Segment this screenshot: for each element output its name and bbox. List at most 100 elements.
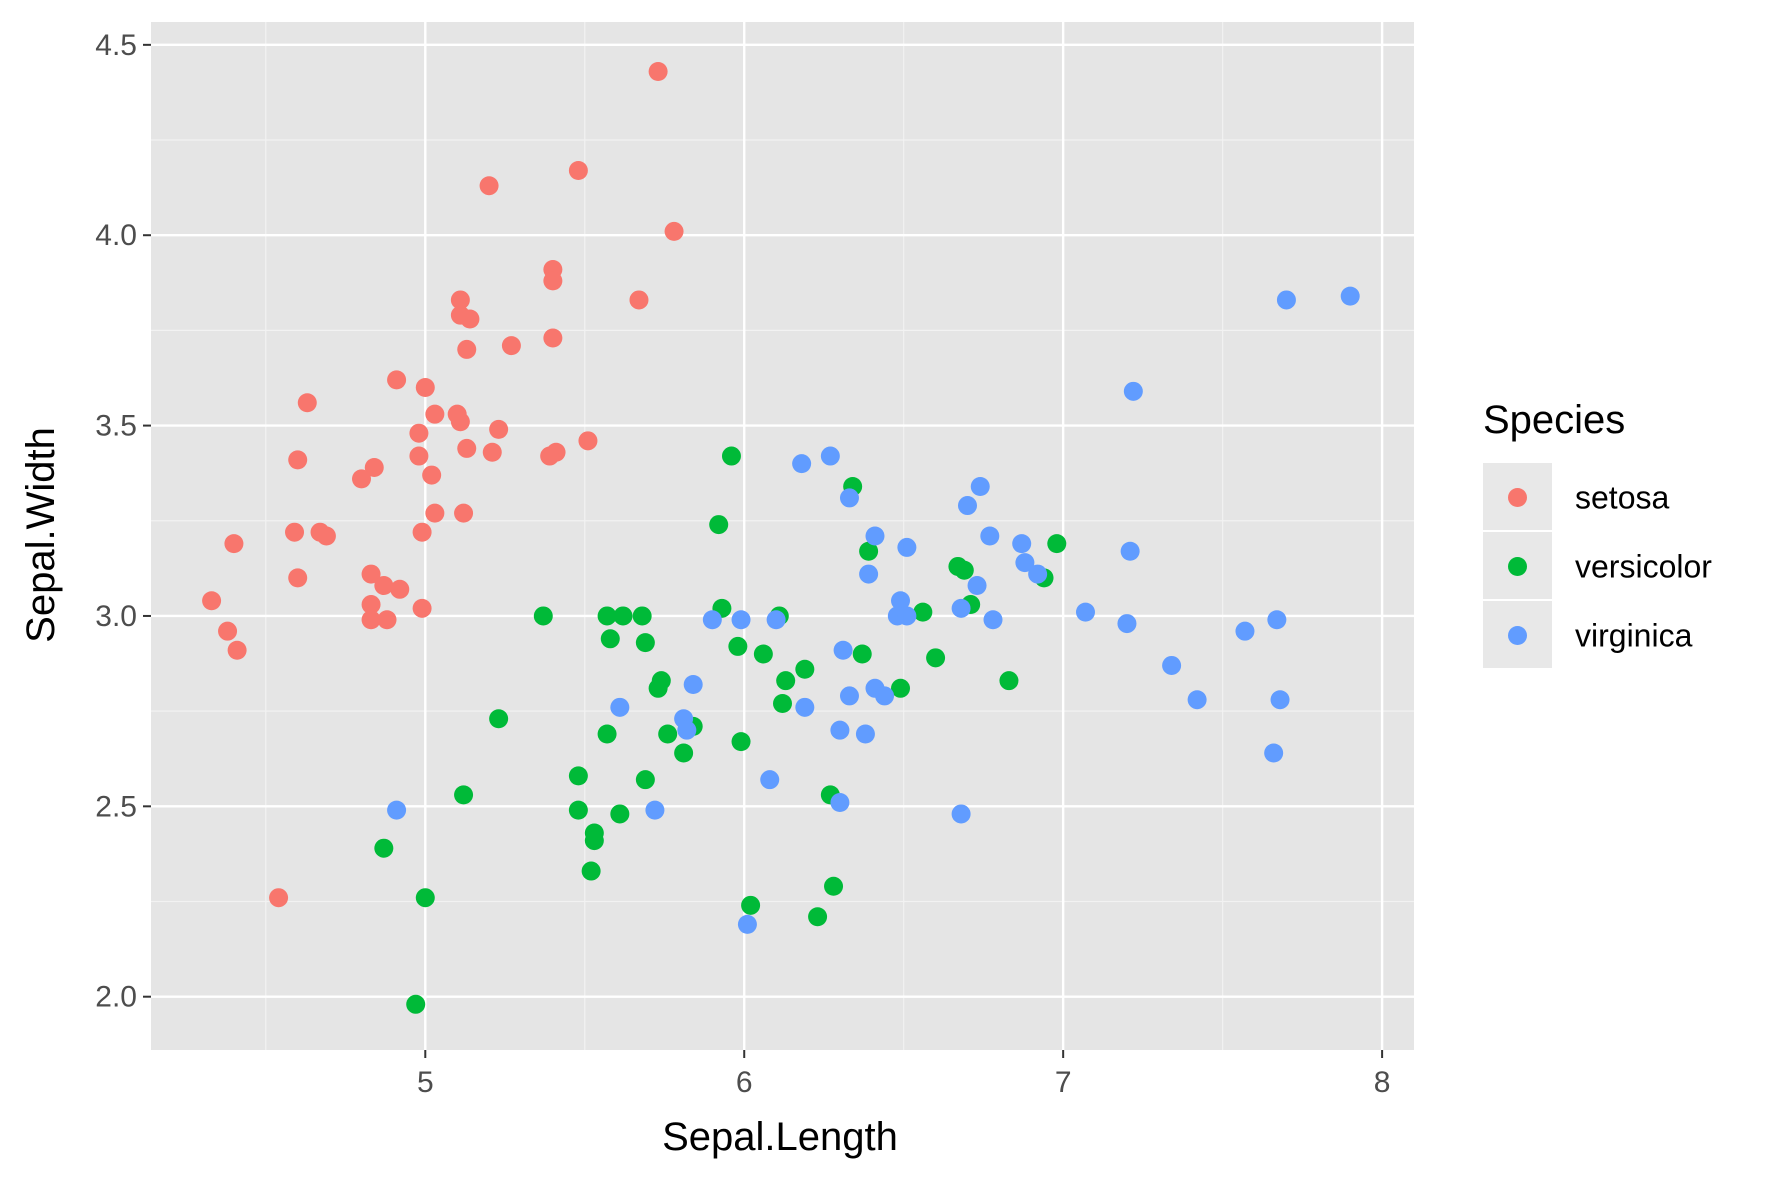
data-point-virginica (859, 564, 879, 584)
data-point-virginica (1120, 541, 1140, 561)
legend-key-marker (1508, 557, 1527, 576)
data-point-setosa (482, 442, 502, 462)
y-tick-label: 2.0 (95, 981, 137, 1014)
data-point-virginica (897, 606, 917, 626)
x-axis-title: Sepal.Length (662, 1115, 898, 1159)
data-point-setosa (227, 640, 247, 660)
y-tick-label: 3.5 (95, 410, 137, 443)
data-point-virginica (830, 793, 850, 813)
data-point-versicolor (741, 895, 761, 915)
data-point-setosa (285, 522, 305, 542)
data-point-setosa (425, 404, 445, 424)
legend-entry-label: versicolor (1575, 549, 1712, 585)
data-point-versicolor (891, 678, 911, 698)
data-point-versicolor (731, 732, 751, 752)
data-point-versicolor (597, 606, 617, 626)
data-point-setosa (409, 423, 429, 443)
data-point-versicolor (533, 606, 553, 626)
data-point-virginica (1162, 655, 1182, 675)
data-point-setosa (390, 579, 410, 599)
data-point-setosa (540, 446, 560, 466)
data-point-virginica (1264, 743, 1284, 763)
data-point-setosa (377, 610, 397, 630)
data-point-virginica (839, 686, 859, 706)
data-point-versicolor (635, 633, 655, 653)
data-point-versicolor (674, 743, 694, 763)
data-point-virginica (833, 640, 853, 660)
series-setosa (202, 61, 684, 908)
data-point-versicolor (406, 994, 426, 1014)
data-point-virginica (387, 800, 407, 820)
data-point-setosa (364, 457, 384, 477)
legend-key-marker (1508, 626, 1527, 645)
data-point-virginica (731, 610, 751, 630)
data-point-versicolor (635, 770, 655, 790)
data-point-virginica (1187, 690, 1207, 710)
data-point-versicolor (489, 709, 509, 729)
data-point-virginica (830, 720, 850, 740)
legend-entry-label: setosa (1575, 480, 1669, 516)
data-point-setosa (409, 446, 429, 466)
data-point-versicolor (610, 804, 630, 824)
data-point-setosa (422, 465, 442, 485)
data-point-versicolor (597, 724, 617, 744)
data-point-virginica (865, 526, 885, 546)
x-tick-label: 8 (1374, 1066, 1391, 1099)
data-point-virginica (760, 770, 780, 790)
data-point-virginica (855, 724, 875, 744)
data-point-setosa (202, 591, 222, 611)
data-point-setosa (479, 176, 499, 196)
legend-title: Species (1483, 398, 1625, 442)
data-point-setosa (288, 450, 308, 470)
data-point-versicolor (613, 606, 633, 626)
data-point-setosa (361, 564, 381, 584)
data-point-versicolor (776, 671, 796, 691)
data-point-setosa (288, 568, 308, 588)
data-point-setosa (361, 595, 381, 615)
data-point-setosa (457, 339, 477, 359)
data-point-versicolor (954, 560, 974, 580)
data-point-versicolor (1047, 534, 1067, 554)
data-point-virginica (677, 720, 697, 740)
data-point-virginica (951, 804, 971, 824)
data-point-versicolor (926, 648, 946, 668)
series-virginica (387, 286, 1360, 934)
data-point-virginica (983, 610, 1003, 630)
data-point-versicolor (728, 636, 748, 656)
data-point-virginica (1015, 553, 1035, 573)
legend-key-virginica: virginica (1483, 601, 1693, 668)
data-point-virginica (980, 526, 1000, 546)
data-point-virginica (1270, 690, 1290, 710)
legend-key-setosa: setosa (1483, 463, 1669, 530)
data-point-virginica (967, 575, 987, 595)
data-point-versicolor (632, 606, 652, 626)
data-point-versicolor (859, 541, 879, 561)
y-axis-title: Sepal.Width (19, 427, 63, 643)
data-point-versicolor (913, 602, 933, 622)
data-point-versicolor (584, 831, 604, 851)
data-point-setosa (361, 610, 381, 630)
data-point-setosa (460, 309, 480, 329)
data-point-virginica (683, 674, 703, 694)
x-tick-label: 7 (1055, 1066, 1072, 1099)
x-tick-label: 5 (417, 1066, 434, 1099)
y-tick-label: 3.0 (95, 600, 137, 633)
data-point-setosa (568, 160, 588, 180)
data-point-virginica (1012, 534, 1032, 554)
data-point-versicolor (999, 671, 1019, 691)
data-point-setosa (454, 503, 474, 523)
data-point-setosa (450, 290, 470, 310)
series-versicolor (374, 446, 1067, 1014)
data-point-virginica (1267, 610, 1287, 630)
data-point-virginica (1276, 290, 1296, 310)
data-point-virginica (820, 446, 840, 466)
legend-entry-label: virginica (1575, 618, 1693, 654)
data-point-setosa (578, 431, 598, 451)
data-point-virginica (1235, 621, 1255, 641)
data-point-setosa (374, 575, 394, 595)
y-tick-label: 4.0 (95, 219, 137, 252)
data-point-versicolor (773, 694, 792, 714)
data-point-virginica (839, 488, 859, 508)
data-points (202, 61, 1360, 1014)
